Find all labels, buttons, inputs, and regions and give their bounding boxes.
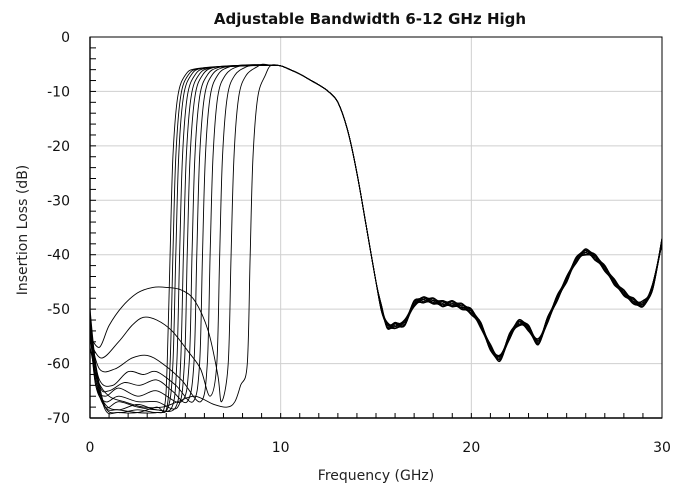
y-tick-label: -30 <box>47 193 70 209</box>
x-tick-label: 30 <box>653 440 671 456</box>
x-tick-label: 0 <box>86 440 95 456</box>
grid <box>90 37 662 418</box>
y-tick-label: -70 <box>47 411 70 427</box>
series-line-13 <box>89 64 663 409</box>
axes <box>89 36 663 419</box>
y-tick-label: -40 <box>47 248 70 264</box>
y-tick-label: -50 <box>47 302 70 318</box>
x-tick-label: 20 <box>462 440 480 456</box>
tick-labels: 0 -10 -20 -30 -40 -50 -60 -70 0 10 20 30 <box>47 30 671 456</box>
y-tick-label: -10 <box>47 84 70 100</box>
series-group <box>89 63 663 415</box>
x-tick-label: 10 <box>272 440 290 456</box>
y-tick-label: -60 <box>47 357 70 373</box>
y-axis-label: Insertion Loss (dB) <box>15 165 31 296</box>
y-tick-label: 0 <box>61 30 70 46</box>
plot-frame <box>89 36 663 419</box>
chart-title: Adjustable Bandwidth 6-12 GHz High <box>214 10 526 28</box>
x-axis-label: Frequency (GHz) <box>318 468 434 484</box>
y-tick-label: -20 <box>47 139 70 155</box>
